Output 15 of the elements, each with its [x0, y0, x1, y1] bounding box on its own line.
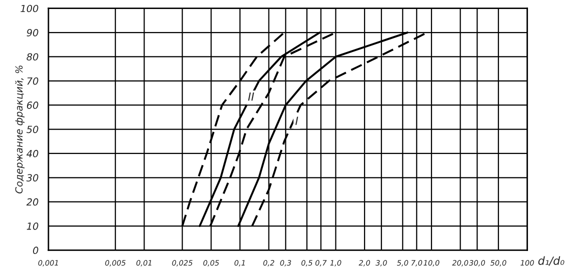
- y-axis-title: Содержание фракций, %: [15, 66, 25, 194]
- annotation: II: [248, 92, 254, 101]
- y-tick-label: 70: [27, 77, 38, 85]
- y-tick-label: 40: [26, 150, 38, 158]
- y-tick-label: 100: [20, 4, 38, 12]
- x-axis-title: d₁/d₀: [538, 256, 564, 266]
- y-tick-label: 20: [26, 198, 38, 206]
- annotation: I: [295, 116, 298, 125]
- y-tick-label: 80: [26, 53, 38, 61]
- y-tick-label: 0: [33, 246, 38, 254]
- y-tick-label: 30: [26, 174, 38, 182]
- y-tick-label: 50: [26, 126, 38, 134]
- y-tick-label: 10: [26, 222, 38, 230]
- y-tick-label: 90: [26, 29, 38, 36]
- y-tick-label: 60: [26, 102, 38, 109]
